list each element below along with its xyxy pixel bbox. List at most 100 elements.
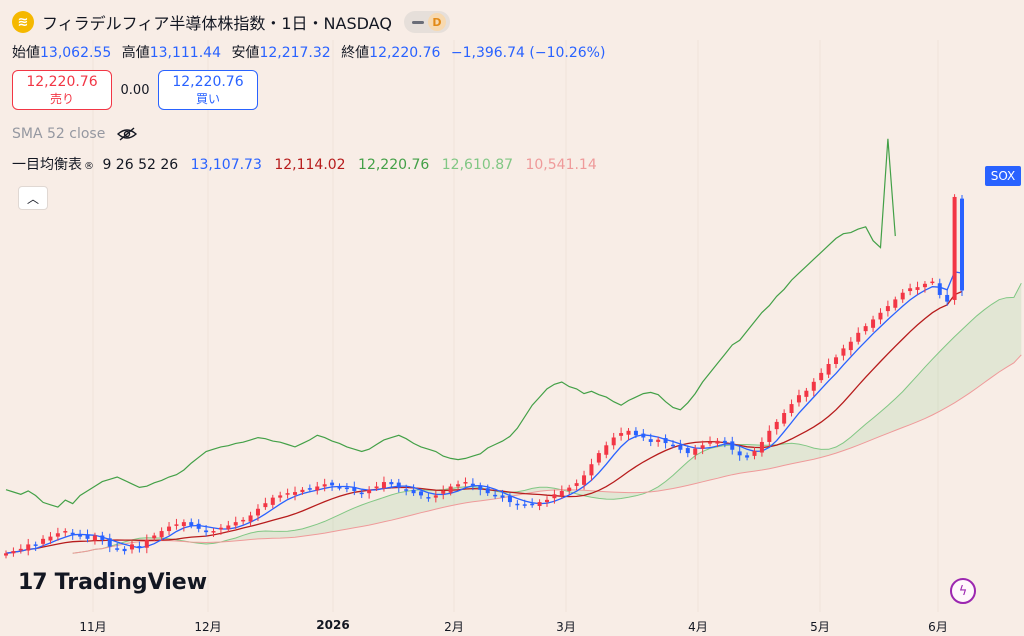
time-tick: 5月: [810, 620, 830, 634]
candle-body: [530, 503, 535, 506]
candle: [782, 409, 787, 427]
candle: [826, 358, 831, 379]
candle-body: [922, 283, 927, 288]
chevron-up-icon: ︿: [26, 191, 39, 206]
candle: [796, 389, 801, 407]
candle: [811, 378, 816, 397]
candle: [174, 518, 179, 530]
tradingview-logo[interactable]: 17 TradingView: [18, 570, 207, 595]
candle: [241, 517, 246, 525]
candle-body: [226, 525, 231, 530]
symbol-logo-icon: ≋: [12, 11, 34, 33]
candle: [819, 368, 824, 383]
candle: [419, 488, 424, 499]
base-line: [5, 290, 963, 554]
buy-button[interactable]: 12,220.76 買い: [158, 70, 258, 110]
candle: [930, 277, 935, 285]
time-tick: 6月: [928, 620, 948, 634]
candle: [678, 439, 683, 454]
candle-body: [567, 487, 572, 491]
buy-label: 買い: [195, 91, 220, 106]
candle: [641, 429, 646, 441]
candle-body: [70, 532, 75, 535]
leading-span-b-value: 10,541.14: [525, 157, 597, 173]
candle-body: [4, 553, 8, 556]
candle-body: [819, 372, 824, 381]
candle-body: [544, 499, 549, 503]
candle: [330, 479, 335, 491]
candle-body: [129, 544, 134, 550]
price-chart[interactable]: [0, 0, 1024, 612]
time-tick: 3月: [556, 620, 576, 634]
candle: [263, 497, 268, 510]
candle: [730, 436, 735, 455]
candle-body: [411, 489, 416, 494]
candle-body: [774, 421, 779, 430]
candle-body: [670, 444, 675, 447]
candle: [834, 354, 839, 369]
candle: [515, 500, 520, 510]
candle-body: [18, 548, 23, 551]
candle-body: [167, 526, 172, 532]
candle: [300, 487, 305, 495]
candle: [344, 483, 349, 493]
candle: [856, 327, 861, 345]
candle: [26, 538, 31, 556]
candle: [218, 524, 223, 535]
candle-body: [330, 482, 335, 486]
candle-body: [285, 493, 290, 495]
registered-mark: ®: [84, 161, 94, 172]
candle: [137, 541, 142, 553]
candle-body: [26, 544, 31, 551]
candle: [204, 525, 209, 537]
sell-button[interactable]: 12,220.76 売り: [12, 70, 112, 110]
time-axis[interactable]: 11月 12月 2026 2月 3月 4月 5月 6月: [0, 612, 1024, 636]
candle-body: [663, 438, 668, 444]
candle: [129, 540, 134, 554]
candle-body: [863, 326, 868, 332]
candle-body: [63, 531, 68, 533]
candle: [485, 484, 490, 496]
candle-body: [856, 332, 861, 342]
sma-indicator-legend[interactable]: SMA 52 close: [12, 126, 138, 142]
candle-body: [878, 312, 883, 320]
candle: [493, 490, 498, 499]
lightning-icon[interactable]: ϟ: [950, 578, 976, 604]
candle-body: [522, 504, 527, 506]
candle-body: [100, 535, 105, 540]
candle: [381, 476, 386, 492]
data-badge: D: [427, 13, 446, 31]
candle-body: [848, 341, 853, 351]
market-status-badge[interactable]: D: [403, 11, 450, 33]
candle: [115, 542, 120, 552]
candle: [893, 296, 898, 311]
candle-body: [485, 488, 490, 494]
candle: [463, 477, 468, 487]
candle-body: [493, 494, 498, 497]
eye-off-icon[interactable]: [117, 127, 138, 141]
candle-body: [789, 404, 794, 413]
chart-title[interactable]: フィラデルフィア半導体株指数・1日・NASDAQ: [42, 14, 392, 33]
time-tick: 12月: [194, 620, 222, 634]
candle: [181, 519, 186, 532]
candle-body: [693, 448, 698, 455]
open-value: 13,062.55: [40, 45, 112, 61]
conversion-line-value: 13,107.73: [190, 157, 262, 173]
tradingview-name: TradingView: [54, 570, 208, 595]
change-value: −1,396.74 (−10.26%): [450, 45, 606, 61]
candle-body: [648, 439, 653, 442]
time-tick: 2026: [316, 618, 350, 632]
candle: [900, 289, 905, 303]
ichimoku-legend[interactable]: 一目均衡表 ® 9 26 52 26 13,107.73 12,114.02 12…: [12, 154, 605, 174]
candle-body: [722, 440, 727, 444]
candle: [863, 323, 868, 335]
candle-body: [737, 451, 742, 456]
candle: [582, 470, 587, 490]
high-value: 13,111.44: [149, 45, 221, 61]
candle: [693, 444, 698, 460]
candle-body: [374, 486, 379, 489]
candle-body: [270, 497, 275, 505]
candle-body: [700, 445, 705, 449]
candle-body: [678, 445, 683, 450]
collapse-legend-button[interactable]: ︿: [18, 186, 48, 210]
